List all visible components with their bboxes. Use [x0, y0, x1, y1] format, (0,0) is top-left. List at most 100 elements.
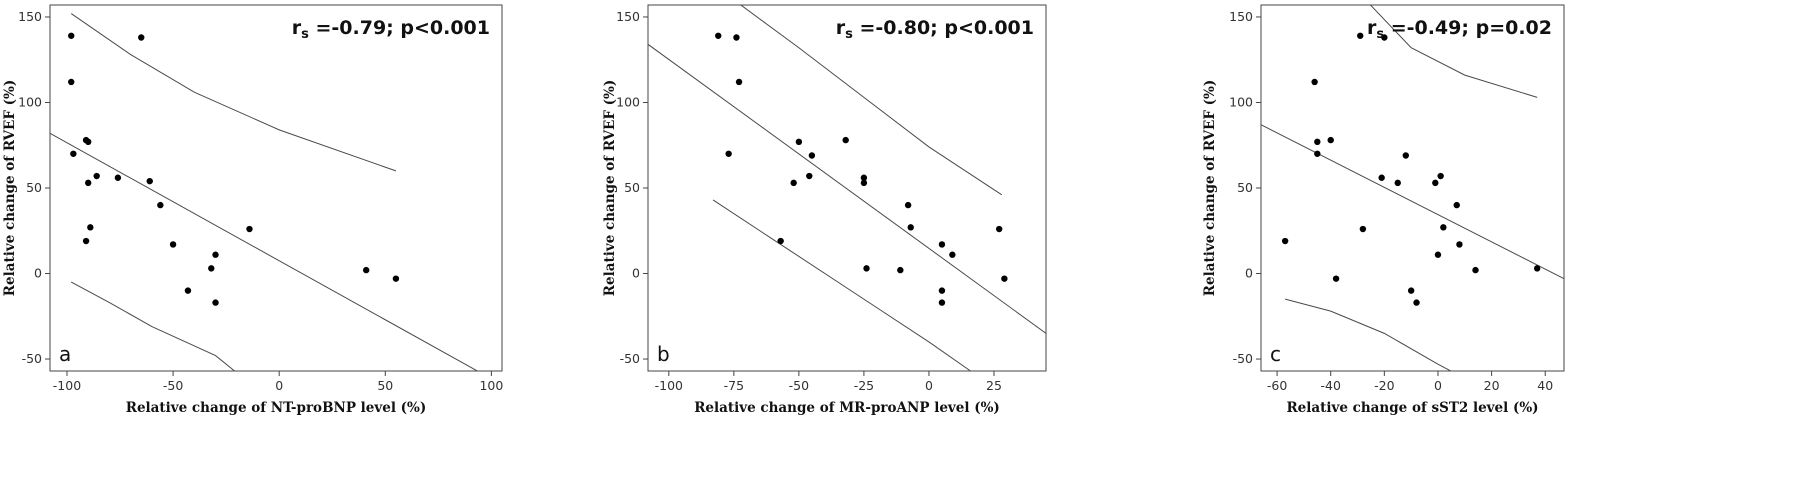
data-point — [1311, 78, 1318, 86]
x-tick-label: 50 — [377, 378, 393, 393]
data-point — [157, 201, 164, 209]
y-tick-label: 50 — [624, 180, 640, 195]
y-tick-label: 100 — [18, 94, 42, 109]
panel-a: -100 -50 0 50 100 -50 0 50 100 150 Relative change… — [0, 0, 600, 477]
lower-prediction-band — [712, 199, 971, 371]
data-point — [1327, 136, 1334, 144]
data-point — [1381, 34, 1388, 41]
data-point — [1332, 275, 1340, 282]
data-point — [1314, 150, 1321, 157]
y-tick-label: 100 — [1229, 94, 1253, 109]
correlation-annotation: rs =-0.49; p=0.02 — [1367, 17, 1552, 42]
data-point — [735, 78, 743, 86]
data-point — [1437, 172, 1444, 180]
panel-label: b — [657, 342, 670, 366]
x-tick-label: -75 — [724, 378, 744, 393]
data-point — [863, 265, 870, 272]
plot-frame — [647, 4, 1047, 372]
x-tick-label: -60 — [1267, 378, 1287, 393]
upper-prediction-band — [1369, 5, 1538, 98]
data-point — [938, 241, 946, 248]
upper-prediction-band — [70, 13, 397, 172]
annotation-subscript: s — [301, 27, 309, 42]
x-axis-title: Relative change of NT-proBNP level (%) — [126, 400, 427, 416]
y-tick-label: -50 — [1233, 351, 1253, 366]
y-tick-label: -50 — [620, 351, 640, 366]
regression-line — [648, 43, 1046, 334]
data-point — [1402, 152, 1409, 159]
data-point — [84, 138, 92, 146]
y-tick-label: 50 — [1237, 180, 1253, 195]
data-point — [138, 34, 145, 41]
data-point — [184, 287, 192, 294]
annotation-prefix: r — [1367, 17, 1377, 39]
data-point — [715, 32, 722, 39]
data-point — [860, 179, 868, 187]
data-point — [1001, 275, 1008, 282]
panel-b: -100 -75 -50 -25 0 25 -50 0 50 100 150 Relative cha… — [600, 0, 1200, 477]
data-point — [790, 179, 797, 187]
data-point — [208, 265, 215, 272]
data-point — [1533, 265, 1541, 272]
y-tick-label: 0 — [1245, 266, 1253, 281]
data-point — [1434, 251, 1442, 258]
annotation-subscript: s — [845, 27, 853, 42]
y-tick-label: 150 — [18, 9, 42, 24]
data-point — [842, 136, 849, 144]
correlation-annotation: rs =-0.80; p<0.001 — [836, 17, 1034, 42]
data-point — [1440, 224, 1447, 231]
x-tick-label: 40 — [1537, 378, 1553, 393]
x-tick-label: -100 — [655, 378, 683, 393]
data-point — [362, 266, 370, 274]
y-tick-label: 100 — [616, 94, 640, 109]
data-point — [68, 32, 75, 39]
data-point — [1359, 225, 1367, 233]
scatter-plot-a: -100 -50 0 50 100 -50 0 50 100 150 Relative change… — [2, 4, 503, 416]
scatter-plot-c: -60 -40 -20 0 20 40 -50 0 50 100 150 Relative chang… — [1202, 4, 1565, 416]
data-point — [808, 152, 816, 159]
data-point — [860, 174, 868, 181]
annotation-text: =-0.49; p=0.02 — [1384, 17, 1552, 39]
data-point — [995, 225, 1003, 233]
data-point — [169, 241, 177, 248]
correlation-annotation: rs =-0.79; p<0.001 — [292, 17, 490, 42]
data-point — [68, 78, 75, 86]
data-point — [1378, 174, 1385, 181]
data-point — [146, 177, 153, 185]
annotation-subscript: s — [1376, 27, 1384, 42]
data-point — [806, 172, 813, 180]
scatter-plot-b: -100 -75 -50 -25 0 25 -50 0 50 100 150 Relative cha… — [602, 4, 1047, 416]
upper-prediction-band — [739, 5, 1003, 196]
data-point — [212, 251, 219, 258]
x-tick-label: -50 — [789, 378, 809, 393]
y-tick-label: 50 — [26, 180, 42, 195]
regression-line — [50, 132, 479, 371]
y-tick-label: 0 — [34, 266, 42, 281]
y-axis-title: Relative change of RVEF (%) — [2, 80, 18, 296]
x-tick-label: 20 — [1484, 378, 1500, 393]
data-point — [1432, 179, 1439, 187]
x-tick-label: -50 — [163, 378, 183, 393]
x-tick-label: -40 — [1321, 378, 1341, 393]
data-point — [1394, 179, 1401, 187]
annotation-text: =-0.80; p<0.001 — [853, 17, 1034, 39]
data-point — [904, 201, 912, 209]
y-axis-title: Relative change of RVEF (%) — [1202, 80, 1218, 296]
data-point — [392, 275, 400, 282]
x-axis-title: Relative change of sST2 level (%) — [1286, 400, 1538, 416]
data-point — [82, 237, 90, 245]
annotation-prefix: r — [292, 17, 302, 39]
y-tick-label: 150 — [1229, 9, 1253, 24]
y-tick-label: 0 — [632, 266, 640, 281]
data-point — [733, 34, 740, 41]
data-point — [777, 237, 784, 245]
x-tick-label: -25 — [854, 378, 874, 393]
data-point — [938, 287, 946, 294]
lower-prediction-band — [70, 281, 236, 371]
data-point — [725, 150, 732, 157]
panel-c: -60 -40 -20 0 20 40 -50 0 50 100 150 Relative chang… — [1200, 0, 1800, 477]
data-point — [907, 224, 914, 231]
x-tick-label: 0 — [275, 378, 283, 393]
y-tick-label: 150 — [616, 9, 640, 24]
data-point — [1281, 237, 1289, 245]
